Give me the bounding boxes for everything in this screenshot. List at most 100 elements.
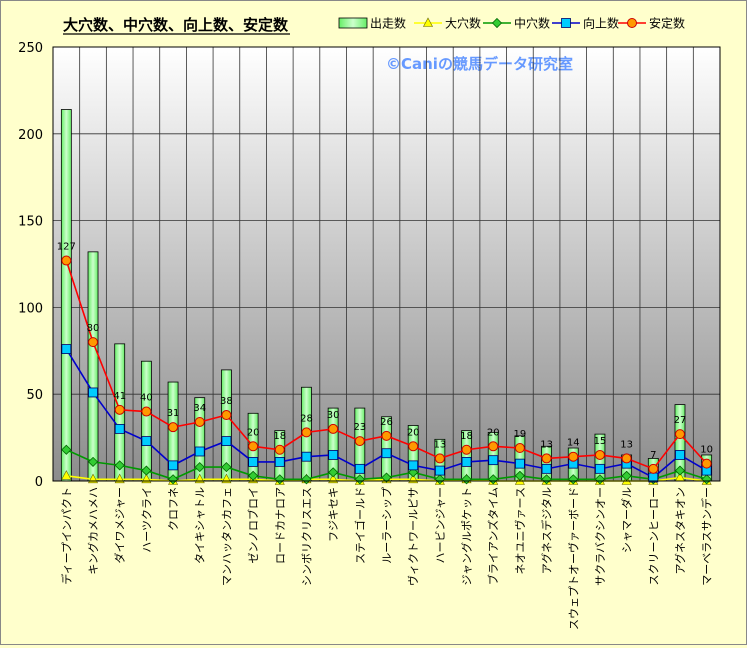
legend-label-安定数: 安定数 xyxy=(649,16,685,31)
x-tick-label: クロフネ xyxy=(167,487,180,531)
point-安定数-スクリーンヒーロー xyxy=(648,463,659,474)
x-tick-label: シンボリクリスエス xyxy=(300,487,313,586)
x-tick-label: スウェプトオーヴァーボード xyxy=(566,487,580,630)
point-中穴数-ジャングルポケット xyxy=(461,474,472,485)
point-安定数-ダイワメジャー xyxy=(114,404,125,415)
chart-title: 大穴数、中穴数、向上数、安定数 xyxy=(63,16,289,34)
point-安定数-ハービンジャー xyxy=(434,453,445,464)
point-中穴数-ルーラーシップ xyxy=(381,472,392,483)
point-安定数-ロードカナロア xyxy=(274,444,285,455)
x-tick-label: ハーツクライ xyxy=(140,487,153,553)
point-安定数-タイキシャトル xyxy=(194,416,205,427)
data-label: 20 xyxy=(247,427,260,438)
data-label: 18 xyxy=(273,431,286,442)
point-中穴数-クロフネ xyxy=(167,474,179,485)
point-大穴数-ディープインパクト xyxy=(61,470,72,480)
x-tick-label: ネオユニヴァース xyxy=(513,487,527,574)
point-安定数-ディープインパクト xyxy=(61,255,72,266)
x-tick-label: ルーラーシップ xyxy=(381,487,394,564)
x-tick-label: スクリーンヒーロー xyxy=(647,487,660,585)
point-向上数-ハービンジャー xyxy=(434,465,445,476)
point-向上数-タイキシャトル xyxy=(194,446,205,457)
data-label: 23 xyxy=(353,422,366,433)
bar-ディープインパクト xyxy=(60,109,72,482)
legend-label-出走数: 出走数 xyxy=(370,16,406,31)
data-label: 127 xyxy=(57,242,76,253)
point-安定数-スウェプトオーヴァーボード xyxy=(568,451,579,462)
point-中穴数-ネオユニヴァース xyxy=(514,470,525,481)
point-安定数-フジキセキ xyxy=(328,423,339,434)
x-tick-label: フジキセキ xyxy=(327,487,340,542)
legend-swatch-出走数 xyxy=(338,17,368,29)
point-安定数-ヴィクトワールピサ xyxy=(408,441,419,452)
point-向上数-ロードカナロア xyxy=(274,457,285,467)
point-中穴数-アグネスタキオン xyxy=(674,465,686,476)
point-安定数-マーベラスサンデー xyxy=(701,458,712,469)
data-label: 18 xyxy=(460,431,473,442)
data-label: 19 xyxy=(514,429,527,440)
point-安定数-アグネスデジタル xyxy=(541,453,552,464)
point-向上数-アグネスタキオン xyxy=(675,450,685,460)
bar-ハーツクライ xyxy=(140,360,152,482)
point-中穴数-ハービンジャー xyxy=(434,474,445,485)
x-tick-label: キングカメハメハ xyxy=(86,487,100,575)
point-向上数-キングカメハメハ xyxy=(88,387,98,398)
point-中穴数-シンボリクリスエス xyxy=(301,474,312,485)
data-label: 10 xyxy=(700,445,713,456)
point-安定数-サクラバクシンオー xyxy=(594,449,605,460)
y-tick-label: 250 xyxy=(18,41,43,56)
point-中穴数-スウェプトオーヴァーボード xyxy=(568,474,579,485)
legend-marker-安定数 xyxy=(627,18,637,28)
point-向上数-ヴィクトワールピサ xyxy=(408,460,419,471)
data-label: 20 xyxy=(487,427,500,438)
data-label: 15 xyxy=(594,436,607,447)
point-安定数-キングカメハメハ xyxy=(88,337,99,348)
data-label: 80 xyxy=(87,323,100,334)
legend-marker-向上数 xyxy=(561,18,571,28)
x-tick-label: アグネスタキオン xyxy=(673,487,687,574)
point-向上数-ジャングルポケット xyxy=(461,457,472,467)
legend: 出走数 大穴数 中穴数 向上数 安定数 xyxy=(338,16,685,31)
data-label: 26 xyxy=(380,417,393,428)
x-tick-label: シャマーダル xyxy=(620,487,634,553)
y-tick-label: 50 xyxy=(26,388,43,403)
point-安定数-クロフネ xyxy=(168,422,179,433)
point-安定数-ステイゴールド xyxy=(354,436,365,447)
x-tick-label: ゼンノロブロイ xyxy=(246,487,260,563)
point-安定数-アグネスタキオン xyxy=(674,429,685,440)
point-安定数-マンハッタンカフェ xyxy=(221,410,232,421)
watermark: ©Caniの競馬データ研究室 xyxy=(386,55,573,73)
data-label: 27 xyxy=(674,415,687,426)
point-中穴数-ディープインパクト xyxy=(61,444,72,455)
data-label: 13 xyxy=(620,439,633,450)
point-向上数-アグネスデジタル xyxy=(541,463,552,474)
point-安定数-ジャングルポケット xyxy=(461,444,472,455)
data-label: 41 xyxy=(113,391,126,402)
y-tick-label: 150 xyxy=(18,215,43,230)
point-向上数-ディープインパクト xyxy=(61,344,72,354)
x-tick-label: ハービンジャー xyxy=(434,487,447,563)
x-tick-label: サクラバクシンオー xyxy=(594,487,607,586)
y-tick-label: 200 xyxy=(18,128,43,143)
point-向上数-ハーツクライ xyxy=(141,436,152,446)
vertical-gridlines xyxy=(52,47,721,481)
data-label: 31 xyxy=(167,408,180,419)
plot-border xyxy=(52,46,721,482)
data-label: 7 xyxy=(650,450,656,461)
point-安定数-シンボリクリスエス xyxy=(301,427,312,438)
point-中穴数-マンハッタンカフェ xyxy=(221,462,232,473)
x-tick-label: マーベラスサンデー xyxy=(700,487,714,586)
point-安定数-ハーツクライ xyxy=(141,406,152,417)
y-tick-label: 100 xyxy=(18,301,43,316)
point-中穴数-ハーツクライ xyxy=(141,465,152,476)
y-axis: 0 50 100 150 200 250 xyxy=(18,41,721,490)
point-向上数-ダイワメジャー xyxy=(114,424,125,434)
point-中穴数-アグネスデジタル xyxy=(541,474,552,485)
point-向上数-フジキセキ xyxy=(328,450,339,460)
point-中穴数-タイキシャトル xyxy=(194,462,205,473)
x-tick-label: ロードカナロア xyxy=(274,487,287,564)
plot-area xyxy=(53,47,720,481)
legend-marker-大穴数 xyxy=(423,17,433,27)
